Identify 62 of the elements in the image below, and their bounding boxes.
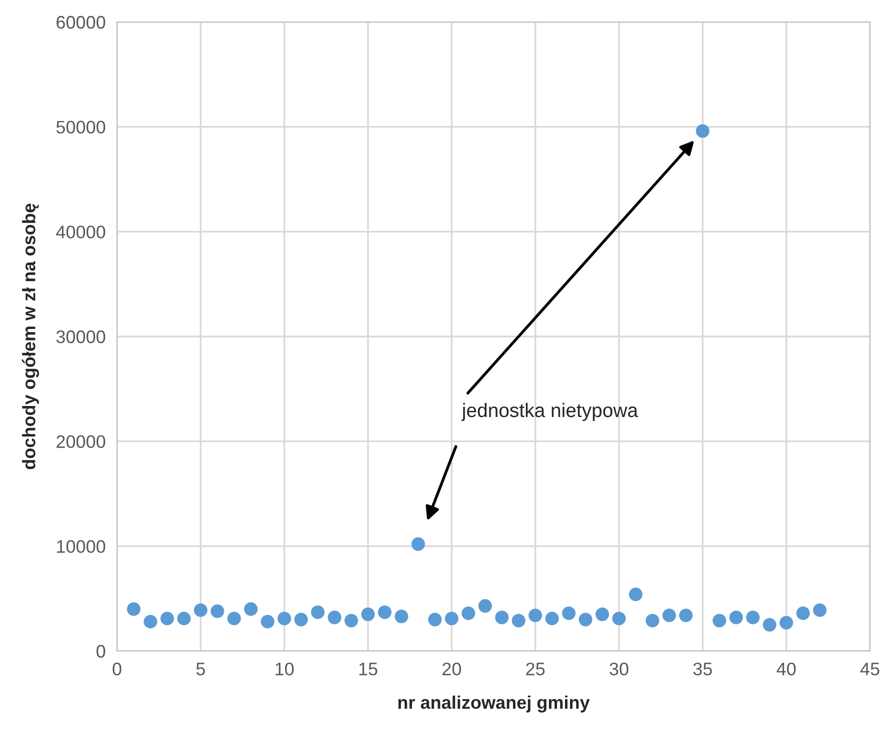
point xyxy=(244,602,258,616)
point xyxy=(696,124,710,138)
point xyxy=(462,606,476,620)
x-tick-label: 15 xyxy=(359,662,378,676)
point xyxy=(260,614,274,628)
point xyxy=(612,612,626,626)
point xyxy=(679,608,693,622)
point xyxy=(512,614,526,628)
point xyxy=(628,588,642,602)
point xyxy=(144,614,158,628)
point xyxy=(278,612,292,626)
point xyxy=(328,610,342,624)
point xyxy=(746,610,760,624)
point xyxy=(729,610,743,624)
point xyxy=(394,610,408,624)
point xyxy=(528,608,542,622)
point xyxy=(478,599,492,613)
y-tick-label: 20000 xyxy=(56,435,106,448)
y-tick-label: 30000 xyxy=(56,330,106,344)
point xyxy=(813,603,827,617)
point xyxy=(294,612,308,626)
point xyxy=(780,616,794,630)
y-tick-label: 10000 xyxy=(57,540,106,553)
point xyxy=(311,605,325,619)
point xyxy=(562,606,576,620)
x-tick-label: 30 xyxy=(610,662,628,676)
point xyxy=(378,605,392,619)
point xyxy=(194,603,208,617)
point xyxy=(428,612,442,626)
x-tick-label: 10 xyxy=(276,662,294,676)
point xyxy=(545,612,559,626)
point xyxy=(762,618,776,632)
point xyxy=(796,606,810,620)
point xyxy=(712,614,726,628)
point xyxy=(596,608,610,622)
x-tick-label: 5 xyxy=(196,662,205,676)
y-tick-label: 50000 xyxy=(56,120,106,134)
x-tick-label: 20 xyxy=(442,662,462,676)
point xyxy=(646,614,660,628)
x-tick-label: 25 xyxy=(526,662,545,676)
point xyxy=(126,602,140,616)
y-tick-label: 60000 xyxy=(56,16,106,29)
point xyxy=(411,537,425,551)
x-axis-title: nr analizowanej gminy xyxy=(398,696,590,713)
point xyxy=(495,610,509,624)
point xyxy=(444,612,458,626)
y-tick-label: 0 xyxy=(96,644,106,658)
point xyxy=(361,608,375,622)
x-tick-label: 35 xyxy=(693,662,712,676)
x-tick-label: 45 xyxy=(860,662,880,676)
point xyxy=(578,612,592,626)
point xyxy=(662,608,676,622)
x-tick-label: 0 xyxy=(112,662,122,676)
x-tick-label: 40 xyxy=(776,662,796,676)
y-axis-title: dochody ogółem w zł na osobę xyxy=(22,204,40,470)
point xyxy=(227,612,241,626)
annotation: jednostka nietypowa xyxy=(461,402,638,422)
y-tick-label: 40000 xyxy=(56,226,106,238)
point xyxy=(160,612,174,626)
point xyxy=(210,604,224,618)
point xyxy=(344,614,358,628)
point xyxy=(177,612,191,626)
